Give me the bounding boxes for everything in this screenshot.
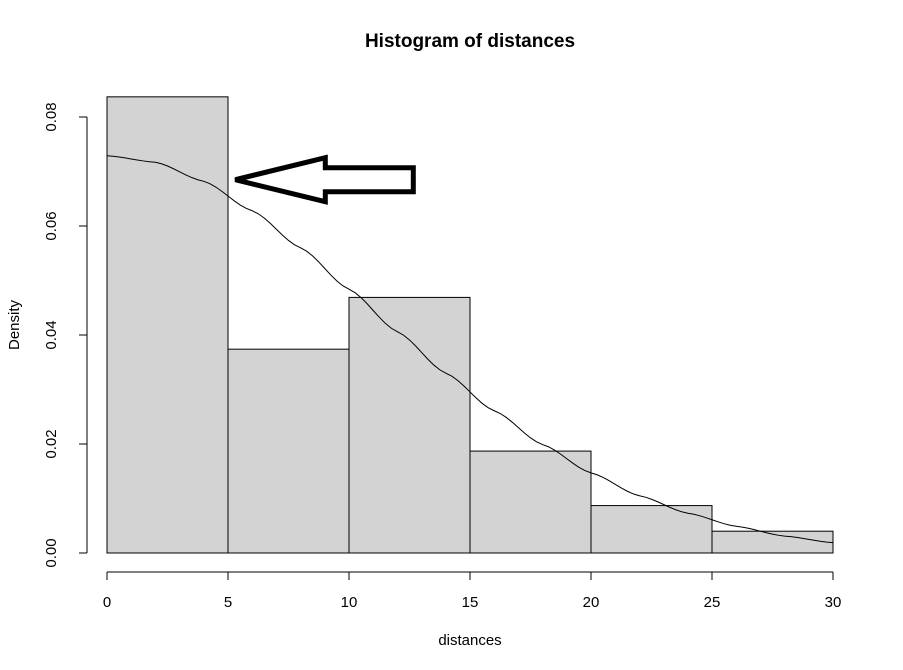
histogram-bar-5 — [590, 505, 713, 554]
arrow-layer — [234, 154, 416, 205]
y-tick-label-1: 0.02 — [43, 429, 60, 458]
y-tick-label-4: 0.08 — [43, 102, 60, 131]
annotation-arrow — [234, 154, 416, 205]
y-tick-label-3: 0.06 — [43, 211, 60, 240]
density-curve — [106, 155, 834, 544]
chart-title: Histogram of distances — [365, 31, 575, 52]
curve-layer — [106, 155, 834, 544]
y-tick-label-2: 0.04 — [43, 320, 60, 349]
x-axis: 0 5 10 15 20 25 30 — [103, 571, 842, 611]
y-tick-label-0: 0.00 — [43, 538, 60, 567]
histogram-bar-1 — [106, 96, 229, 554]
x-tick-label-20: 20 — [583, 594, 600, 611]
y-axis-label: Density — [6, 299, 23, 350]
x-tick-label-15: 15 — [462, 594, 479, 611]
histogram-bar-2 — [227, 348, 350, 554]
x-tick-label-25: 25 — [704, 594, 721, 611]
histogram-bar-6 — [711, 530, 834, 554]
histogram-bar-4 — [469, 450, 592, 554]
x-tick-label-10: 10 — [341, 594, 358, 611]
x-tick-label-0: 0 — [103, 594, 111, 611]
x-tick-label-30: 30 — [825, 594, 842, 611]
x-axis-label: distances — [438, 632, 501, 649]
bars-group — [106, 96, 834, 554]
x-tick-label-5: 5 — [224, 594, 232, 611]
y-axis: 0.00 0.02 0.04 0.06 0.08 — [43, 102, 88, 568]
histogram-bar-3 — [348, 296, 471, 554]
